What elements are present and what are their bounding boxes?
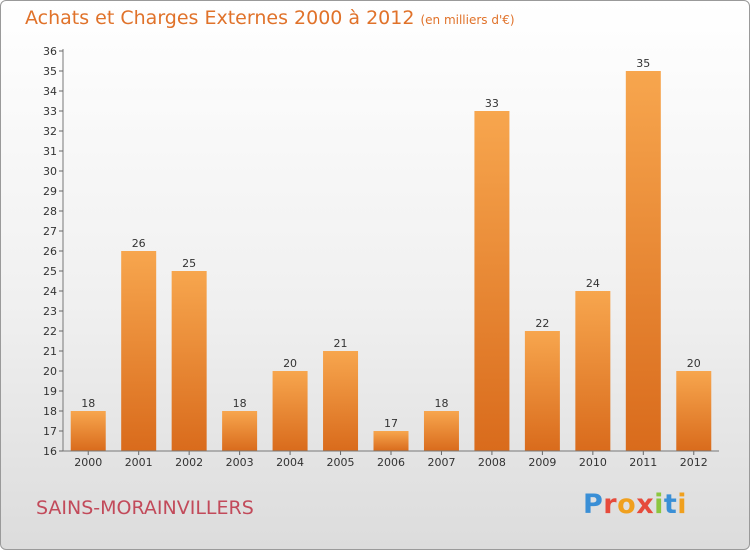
logo-letter: t [663,489,678,520]
x-tick-label: 2009 [528,456,556,469]
bar [423,411,459,451]
y-tick-label: 35 [43,65,57,78]
data-label: 17 [384,417,398,430]
x-tick-label: 2011 [629,456,657,469]
data-label: 21 [334,337,348,350]
data-label: 35 [636,57,650,70]
y-tick-label: 34 [43,85,57,98]
bar [70,411,106,451]
data-label: 26 [132,237,146,250]
x-tick-label: 2002 [175,456,203,469]
logo-letter: P [583,489,604,520]
data-label: 18 [434,397,448,410]
logo-letter: x [636,489,655,520]
place-name: SAINS-MORAINVILLERS [36,497,254,519]
title-text: Achats et Charges Externes 2000 à 2012 [25,7,415,29]
bar [121,251,157,451]
data-label: 20 [283,357,297,370]
logo-letter: r [603,489,618,520]
x-tick-label: 2007 [427,456,455,469]
bar [222,411,258,451]
x-tick-label: 2012 [680,456,708,469]
data-label: 20 [687,357,701,370]
x-tick-label: 2008 [478,456,506,469]
proxiti-logo: Proxiti [583,489,687,520]
data-label: 22 [535,317,549,330]
y-tick-label: 28 [43,205,57,218]
bar [575,291,611,451]
data-labels-group: 18 26 25 18 20 21 17 18 33 22 24 35 20 [81,57,701,430]
y-tick-label: 25 [43,265,57,278]
data-label: 24 [586,277,600,290]
unit-note: (en milliers d'€) [420,13,515,27]
bar [373,431,409,451]
data-label: 33 [485,97,499,110]
y-tick-label: 20 [43,365,57,378]
y-tick-label: 24 [43,285,57,298]
y-tick-label: 18 [43,405,57,418]
y-tick-label: 29 [43,185,57,198]
y-tick-label: 23 [43,305,57,318]
y-tick-label: 27 [43,225,57,238]
x-tick-label: 2003 [226,456,254,469]
y-tick-label: 30 [43,165,57,178]
data-label: 25 [182,257,196,270]
y-tick-label: 19 [43,385,57,398]
logo-letter: i [677,489,688,520]
bars-group [70,71,712,451]
bar [625,71,661,451]
y-tick-label: 26 [43,245,57,258]
bar [524,331,560,451]
bar [323,351,359,451]
x-tick-label: 2005 [327,456,355,469]
x-tick-label: 2006 [377,456,405,469]
bar [676,371,712,451]
x-tick-label: 2001 [125,456,153,469]
y-tick-label: 16 [43,445,57,458]
bar [171,271,207,451]
logo-letter: o [617,489,637,520]
y-tick-label: 17 [43,425,57,438]
y-tick-label: 21 [43,345,57,358]
x-tick-label: 2000 [74,456,102,469]
y-tick-label: 22 [43,325,57,338]
axes-group: 2000 2001 2002 2003 2004 2005 2006 2007 2008 2009… [43,45,719,469]
y-tick-label: 31 [43,145,57,158]
chart-title: Achats et Charges Externes 2000 à 2012 (e… [25,7,515,29]
y-tick-label: 33 [43,105,57,118]
x-tick-label: 2010 [579,456,607,469]
x-tick-label: 2004 [276,456,304,469]
data-label: 18 [81,397,95,410]
y-tick-label: 36 [43,45,57,58]
logo-letter: i [654,489,664,520]
bar [272,371,308,451]
y-tick-label: 32 [43,125,57,138]
data-label: 18 [233,397,247,410]
bar [474,111,510,451]
